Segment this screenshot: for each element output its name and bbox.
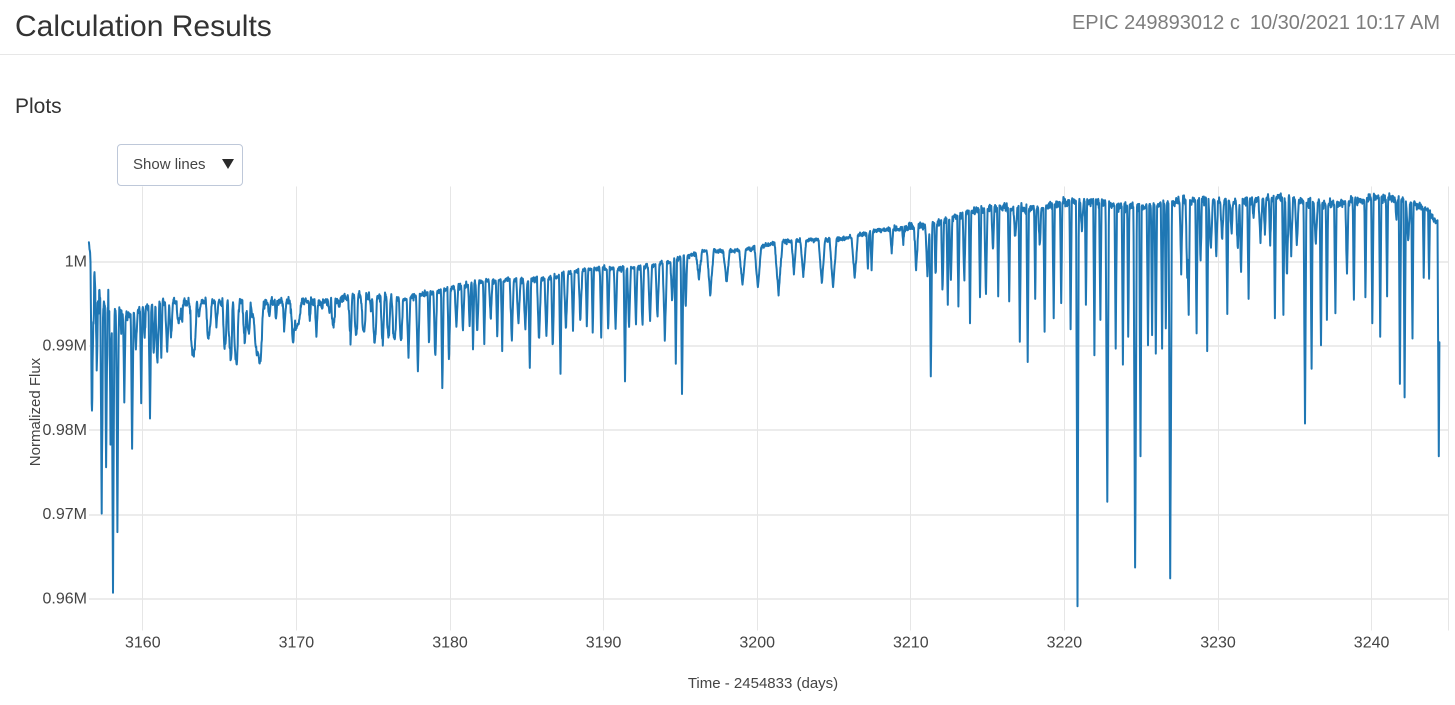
svg-text:Normalized Flux: Normalized Flux xyxy=(27,357,44,466)
svg-text:3210: 3210 xyxy=(893,635,929,652)
svg-text:3180: 3180 xyxy=(432,635,468,652)
svg-text:0.97M: 0.97M xyxy=(43,506,87,523)
svg-text:0.96M: 0.96M xyxy=(43,590,87,607)
svg-text:3220: 3220 xyxy=(1047,635,1083,652)
svg-text:3230: 3230 xyxy=(1200,635,1236,652)
svg-text:3190: 3190 xyxy=(586,635,622,652)
svg-text:3200: 3200 xyxy=(739,635,775,652)
svg-text:3170: 3170 xyxy=(279,635,315,652)
svg-text:Time - 2454833 (days): Time - 2454833 (days) xyxy=(688,675,838,692)
svg-text:1M: 1M xyxy=(65,254,87,271)
svg-text:0.98M: 0.98M xyxy=(43,422,87,439)
svg-text:3160: 3160 xyxy=(125,635,161,652)
svg-text:3240: 3240 xyxy=(1354,635,1390,652)
svg-text:0.99M: 0.99M xyxy=(43,338,87,355)
